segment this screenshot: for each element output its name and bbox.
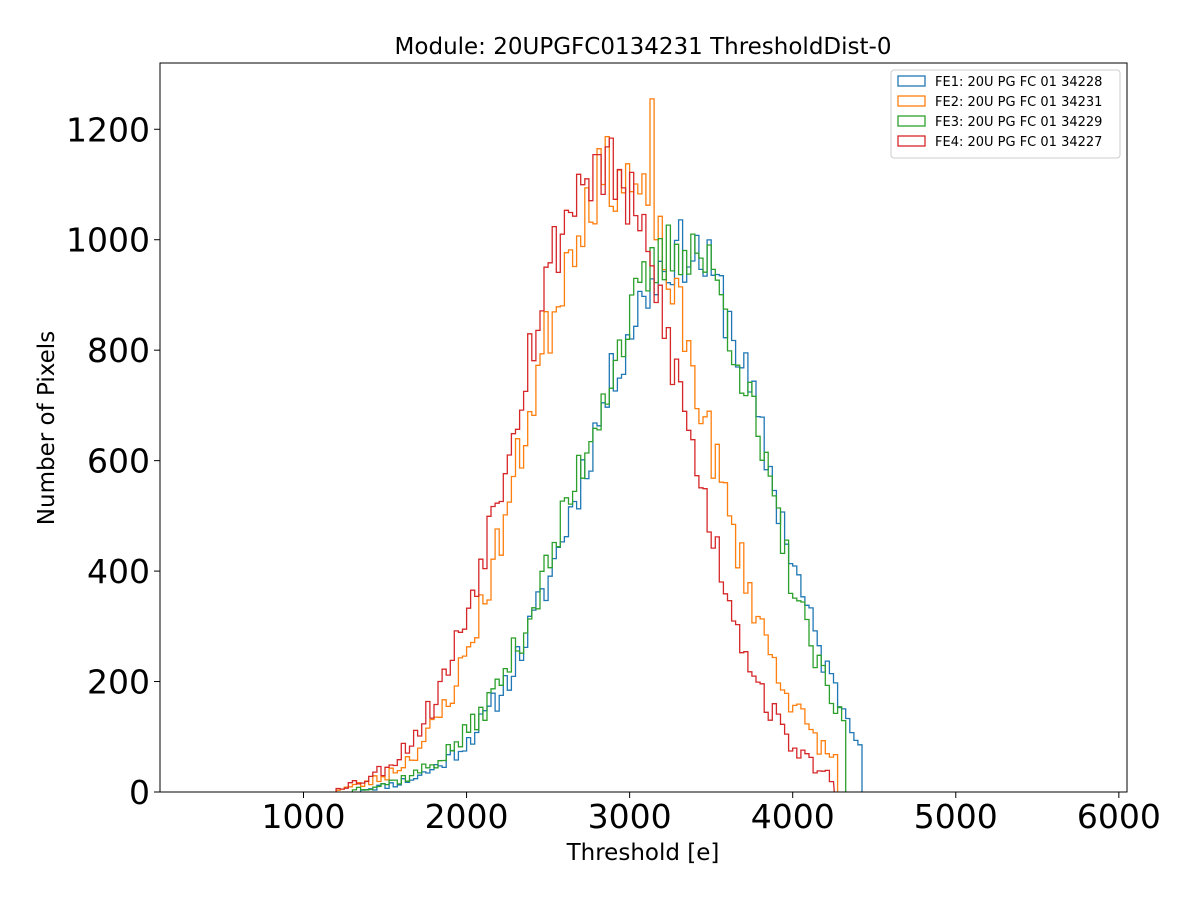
y-tick-label: 1000 <box>66 221 150 260</box>
y-tick-label: 1200 <box>66 110 150 149</box>
legend-frame <box>890 69 1121 159</box>
x-tick-label: 2000 <box>425 797 509 836</box>
legend-swatch <box>897 95 926 107</box>
series-3-histogram <box>351 224 847 792</box>
series-2-histogram <box>335 98 839 792</box>
x-tick-label: 6000 <box>1077 797 1161 836</box>
y-tick-label: 200 <box>87 663 150 702</box>
series-1-histogram <box>359 219 863 792</box>
y-tick-label: 400 <box>87 552 150 591</box>
y-tick-label: 0 <box>129 773 150 812</box>
y-tick-label: 600 <box>87 442 150 481</box>
legend-entry: FE3: 20U PG FC 01 34229 <box>935 115 1102 130</box>
x-tick-label: 1000 <box>262 797 346 836</box>
y-axis: 0 200 400 600 800 1000 1200 <box>66 110 160 812</box>
x-tick-label: 3000 <box>588 797 672 836</box>
legend: FE1: 20U PG FC 01 34228 FE2: 20U PG FC 01… <box>890 69 1121 159</box>
legend-swatch <box>897 75 926 87</box>
chart-title: Module: 20UPGFC0134231 ThresholdDist-0 <box>395 34 892 60</box>
plot-frame <box>159 62 1128 793</box>
y-tick-label: 800 <box>87 331 150 370</box>
x-tick-label: 5000 <box>914 797 998 836</box>
legend-entry: FE1: 20U PG FC 01 34228 <box>935 75 1102 90</box>
x-axis: 1000 2000 3000 4000 5000 6000 <box>262 792 1161 836</box>
legend-entry: FE4: 20U PG FC 01 34227 <box>935 135 1102 150</box>
series-4-histogram <box>335 137 835 793</box>
y-axis-label: Number of Pixels <box>34 331 60 525</box>
x-tick-label: 4000 <box>751 797 835 836</box>
x-axis-label: Threshold [e] <box>566 840 720 866</box>
series-layer <box>335 98 863 793</box>
legend-swatch <box>897 115 926 127</box>
legend-entry: FE2: 20U PG FC 01 34231 <box>935 95 1102 110</box>
legend-swatch <box>897 135 926 147</box>
